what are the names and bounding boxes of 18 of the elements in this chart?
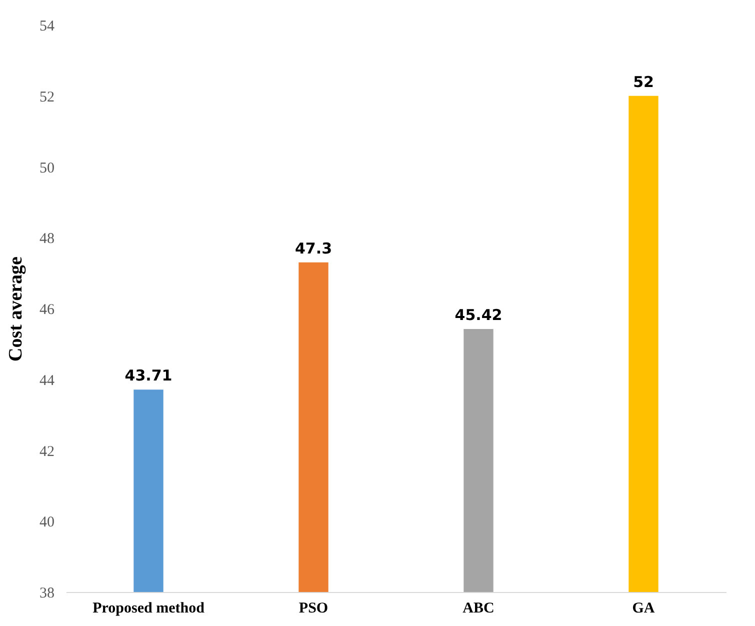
y-tick-label: 42 <box>40 444 54 460</box>
y-axis-title: Cost average <box>6 256 26 362</box>
y-tick-label: 50 <box>40 160 54 176</box>
y-tick-label: 46 <box>40 302 55 318</box>
y-tick-label: 54 <box>40 18 55 34</box>
x-tick-label: GA <box>632 600 655 616</box>
y-tick-label: 44 <box>40 372 55 389</box>
y-tick-label: 52 <box>40 89 54 106</box>
x-tick-label: Proposed method <box>92 600 206 616</box>
y-tick-label: 40 <box>40 514 54 531</box>
y-tick-label: 38 <box>40 586 54 602</box>
data-label: 52 <box>633 72 654 91</box>
data-label: 43.71 <box>124 366 172 385</box>
x-tick-label: PSO <box>298 600 328 616</box>
data-label: 47.3 <box>294 239 332 258</box>
x-tick-label: ABC <box>462 600 494 616</box>
data-label: 45.42 <box>454 306 502 324</box>
y-tick-label: 48 <box>40 231 54 248</box>
